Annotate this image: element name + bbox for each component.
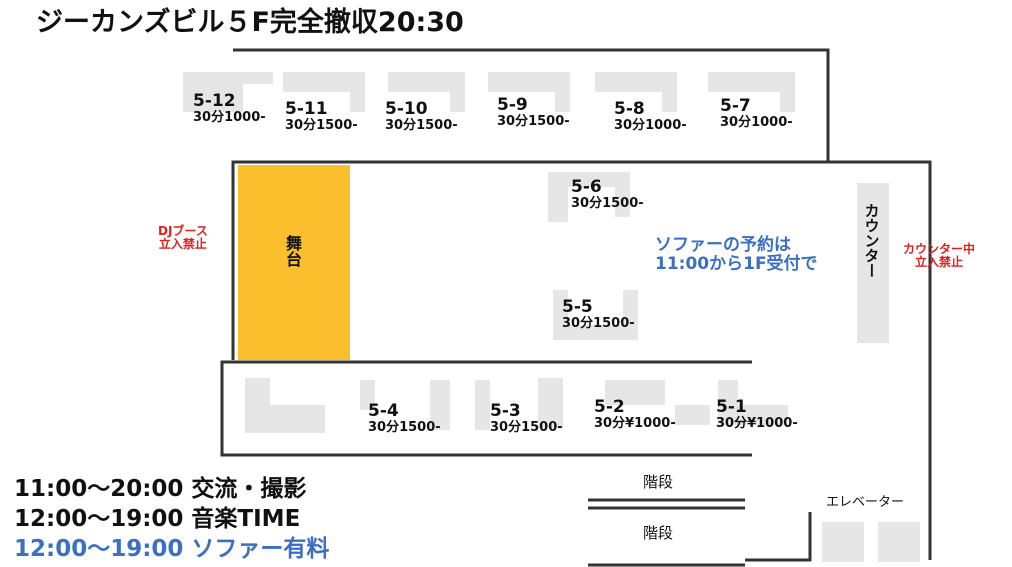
seat-price: 30分1000-	[614, 117, 687, 133]
stage	[238, 165, 350, 360]
seat-number: 5-8	[614, 99, 645, 119]
stage-label: 舞台	[283, 235, 302, 267]
dj-note: DJブース 立入禁止	[158, 224, 208, 252]
seat-price: 30分1500-	[497, 113, 570, 129]
seat-price: 30分¥1000-	[594, 415, 676, 431]
note-line: カウンター中	[903, 242, 976, 256]
notice-line: 11:00から1F受付で	[655, 253, 818, 274]
seat: 5-10 30分1500-	[385, 100, 458, 133]
seat-number: 5-4	[368, 401, 399, 421]
seat: 5-4 30分1500-	[368, 402, 441, 435]
schedule-line: 11:00〜20:00 交流・撮影	[14, 476, 307, 502]
seat: 5-7 30分1000-	[720, 97, 793, 130]
note-line: 立入禁止	[158, 237, 207, 252]
seat-price: 30分1000-	[193, 109, 266, 125]
seat: 5-6 30分1500-	[571, 178, 644, 211]
seat: 5-8 30分1000-	[614, 100, 687, 133]
seat-price: 30分1000-	[720, 114, 793, 130]
note-line: 立入禁止	[915, 255, 964, 270]
sofa-notice: ソファーの予約は 11:00から1F受付で	[655, 236, 818, 273]
seat: 5-12 30分1000-	[193, 92, 266, 125]
seat: 5-2 30分¥1000-	[594, 398, 676, 431]
seat-number: 5-9	[497, 95, 528, 115]
seat-number: 5-10	[385, 99, 428, 119]
seat-price: 30分1500-	[490, 419, 563, 435]
seat-number: 5-11	[285, 99, 328, 119]
seat: 5-5 30分1500-	[562, 298, 635, 331]
seat: 5-9 30分1500-	[497, 96, 570, 129]
seat-blocks	[183, 72, 920, 562]
notice-line: ソファーの予約は	[655, 235, 791, 255]
stairs-label: 階段	[643, 524, 674, 542]
stairs-label: 階段	[643, 473, 674, 491]
seat-number: 5-6	[571, 177, 602, 197]
seat-price: 30分1500-	[385, 117, 458, 133]
seat-number: 5-3	[490, 401, 521, 421]
walls	[220, 48, 932, 567]
counter-label: カウンター	[862, 203, 881, 278]
seat-price: 30分1500-	[368, 419, 441, 435]
seat-price: 30分1500-	[285, 117, 358, 133]
seat: 5-1 30分¥1000-	[716, 398, 798, 431]
seat: 5-11 30分1500-	[285, 100, 358, 133]
counter-note: カウンター中 立入禁止	[903, 242, 976, 270]
title: ジーカンズビル５F完全撤収20:30	[36, 7, 464, 38]
seat-number: 5-12	[193, 91, 236, 111]
schedule-line: 12:00〜19:00 音楽TIME	[14, 506, 301, 532]
seat: 5-3 30分1500-	[490, 402, 563, 435]
seat-price: 30分1500-	[562, 315, 635, 331]
note-line: DJブース	[158, 224, 208, 238]
seat-price: 30分1500-	[571, 195, 644, 211]
seat-number: 5-7	[720, 96, 751, 116]
seat-price: 30分¥1000-	[716, 415, 798, 431]
seat-number: 5-2	[594, 397, 625, 417]
elevator-label: エレベーター	[826, 495, 905, 510]
seat-number: 5-5	[562, 297, 593, 317]
seat-number: 5-1	[716, 397, 747, 417]
schedule-line: 12:00〜19:00 ソファー有料	[14, 536, 330, 562]
